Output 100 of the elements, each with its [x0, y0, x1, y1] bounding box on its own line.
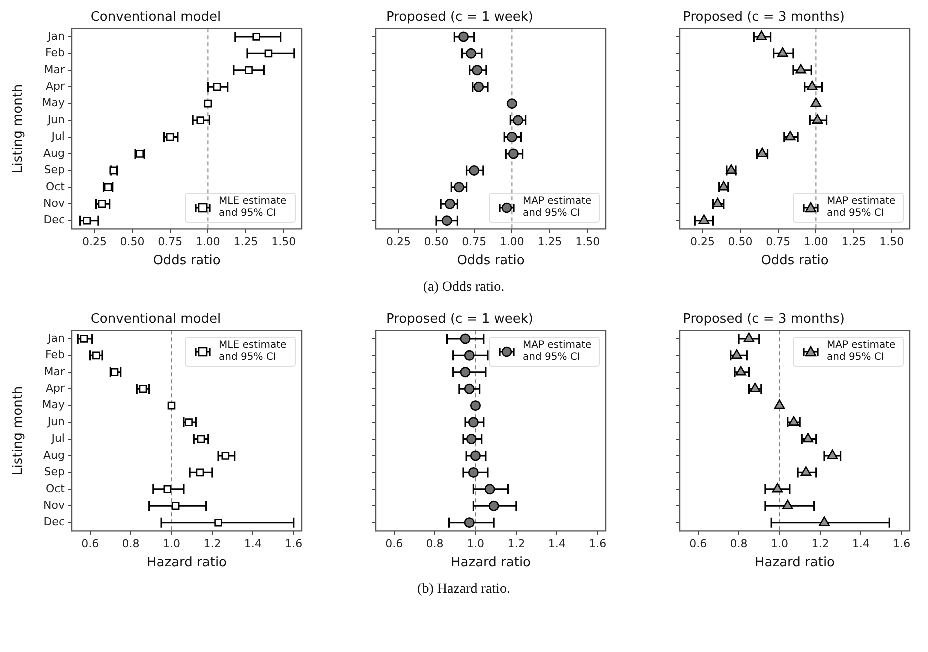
- point: [213, 83, 222, 92]
- point: [172, 502, 180, 510]
- point: [788, 416, 800, 426]
- point: [806, 80, 818, 91]
- point: [204, 100, 212, 108]
- x-tick-label: 1.50: [880, 236, 904, 249]
- point: [782, 500, 794, 510]
- point: [785, 131, 796, 141]
- y-tick-label: Jul: [50, 432, 65, 446]
- x-tick-label: 1.6: [285, 538, 303, 551]
- x-tick-label: 1.00: [196, 236, 220, 249]
- x-tick-label: 0.8: [426, 538, 444, 551]
- point: [464, 518, 475, 528]
- point: [744, 332, 755, 342]
- x-axis-title: Hazard ratio: [146, 556, 228, 571]
- x-axis-title: Hazard ratio: [450, 556, 532, 571]
- y-tick-label: Feb: [46, 348, 66, 362]
- point: [466, 48, 477, 59]
- point: [166, 133, 174, 142]
- point: [474, 82, 484, 92]
- x-tick-label: 0.75: [462, 236, 487, 249]
- text: (a) Odds ratio.: [423, 280, 505, 296]
- point: [168, 402, 176, 410]
- point: [245, 66, 253, 74]
- x-tick-label: 1.2: [204, 538, 222, 551]
- point: [698, 214, 710, 224]
- chart-title: Conventional model: [90, 10, 222, 26]
- point: [484, 484, 496, 495]
- x-tick-label: 1.2: [812, 538, 830, 551]
- y-tick-label: Aug: [44, 448, 65, 462]
- x-tick-label: 0.6: [82, 538, 100, 551]
- point: [164, 486, 172, 494]
- point: [506, 132, 518, 143]
- point: [756, 30, 768, 40]
- x-tick-label: 1.0: [466, 538, 484, 551]
- x-tick-label: 0.25: [690, 236, 715, 249]
- chart-title: Proposed (c = 3 months): [683, 10, 845, 26]
- point: [110, 368, 119, 376]
- x-tick-label: 1.2: [508, 538, 526, 551]
- x-axis-title: Odds ratio: [153, 254, 221, 269]
- x-tick-label: 1.25: [538, 236, 562, 249]
- x-tick-label: 0.8: [122, 538, 140, 551]
- point: [827, 450, 838, 460]
- x-tick-label: 1.4: [244, 538, 262, 551]
- point: [466, 434, 477, 445]
- x-tick-label: 1.6: [589, 538, 607, 551]
- point: [796, 64, 806, 74]
- x-tick-label: 1.25: [842, 236, 866, 249]
- text: (b) Hazard ratio.: [418, 582, 510, 598]
- x-tick-label: 0.75: [158, 236, 183, 249]
- y-tick-label: Dec: [44, 214, 65, 227]
- y-tick-label: Oct: [46, 180, 66, 194]
- point: [98, 200, 106, 208]
- point: [83, 216, 92, 225]
- x-axis-title: Hazard ratio: [754, 556, 836, 571]
- x-tick-label: 0.75: [766, 236, 791, 249]
- point: [444, 198, 456, 210]
- point: [472, 65, 483, 76]
- x-axis-title: Odds ratio: [457, 254, 525, 269]
- y-tick-label: Feb: [46, 46, 66, 60]
- y-tick-label: Nov: [44, 498, 66, 512]
- y-tick-label: Jul: [50, 130, 65, 144]
- x-axis-title: Odds ratio: [761, 254, 829, 269]
- y-tick-label: Oct: [46, 482, 66, 496]
- point: [468, 417, 479, 428]
- x-tick-label: 1.00: [804, 236, 828, 249]
- y-tick-label: May: [42, 96, 66, 110]
- point: [458, 32, 470, 42]
- legend-label: MLE estimate and 95% CI: [219, 196, 288, 220]
- point: [802, 433, 814, 443]
- y-tick-label: Mar: [44, 365, 66, 378]
- y-axis-title: Listing month: [11, 386, 26, 476]
- point: [819, 516, 830, 526]
- y-tick-label: Jan: [47, 30, 66, 43]
- point: [222, 452, 230, 460]
- x-tick-label: 0.50: [120, 236, 145, 249]
- x-tick-label: 1.4: [852, 538, 870, 551]
- point: [718, 181, 730, 191]
- x-tick-label: 1.50: [272, 236, 296, 249]
- point: [464, 384, 475, 394]
- point: [732, 350, 742, 360]
- y-tick-label: Jan: [47, 332, 66, 345]
- chart-title: Proposed (c = 1 week): [386, 312, 534, 328]
- point: [772, 483, 784, 493]
- x-tick-label: 0.50: [424, 236, 449, 249]
- point: [470, 450, 481, 462]
- point: [812, 114, 824, 124]
- point: [468, 467, 479, 478]
- point: [508, 148, 519, 160]
- point: [757, 148, 768, 158]
- y-tick-label: Mar: [44, 63, 66, 76]
- x-tick-label: 1.0: [162, 538, 180, 551]
- y-tick-label: Sep: [44, 164, 66, 177]
- legend-label: MLE estimate and 95% CI: [219, 340, 288, 364]
- point: [442, 216, 452, 226]
- point: [196, 116, 205, 124]
- x-tick-label: 1.6: [893, 538, 911, 551]
- point: [774, 400, 786, 410]
- y-tick-label: Apr: [46, 382, 66, 395]
- x-tick-label: 0.50: [728, 236, 753, 249]
